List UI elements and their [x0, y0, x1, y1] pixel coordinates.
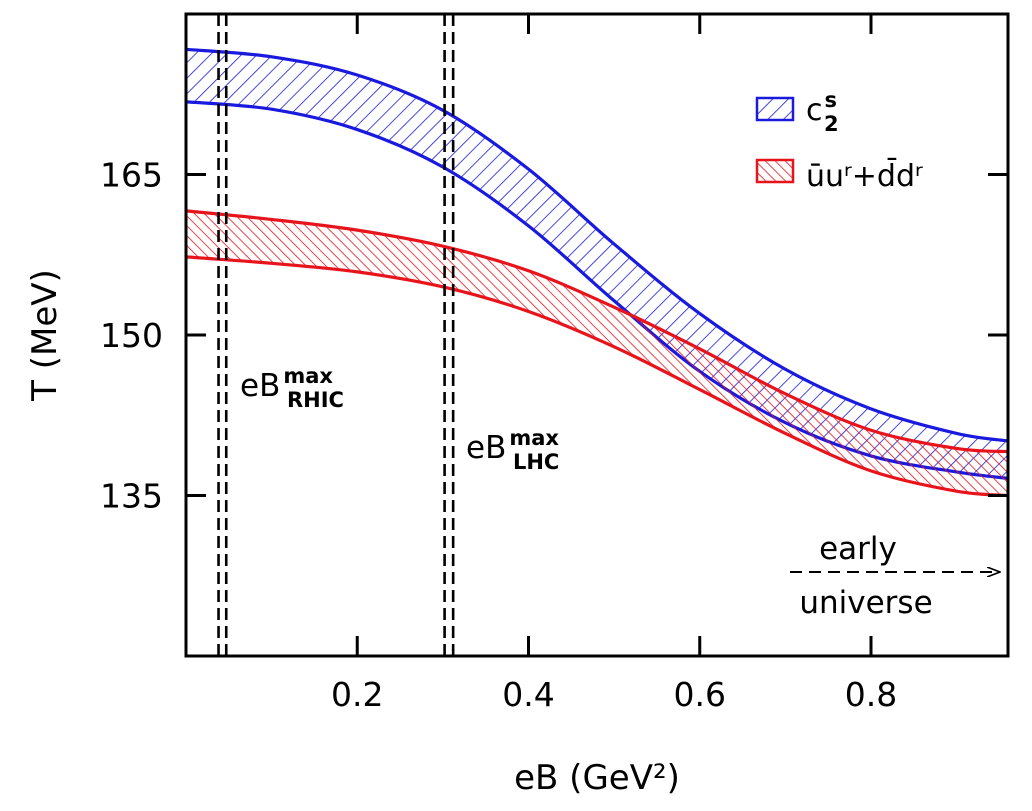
annotation-line1: early	[819, 531, 897, 567]
band-ubar_u_r_plus_dbar_d_r	[186, 210, 1008, 496]
legend-swatch-c2s	[755, 96, 795, 122]
band-upper-ubar_u_r_plus_dbar_d_r	[186, 209, 1008, 454]
y-axis-title: T (MeV)	[25, 269, 65, 402]
y-tick-label: 135	[100, 477, 163, 516]
x-tick-label: 0.4	[502, 675, 554, 714]
legend-swatch-uu-dd	[755, 158, 795, 184]
band-upper-c2s	[186, 47, 1008, 443]
y-tick-label: 150	[100, 316, 163, 355]
ticks-layer: 0.2 0.4 0.6 0.8 135 150 165	[100, 14, 1008, 714]
x-axis-title: eB (GeV²)	[514, 758, 680, 798]
annotation-line2: universe	[799, 585, 932, 621]
legend: cs 2 ūuʳ+d̄dʳ	[755, 88, 923, 194]
band-c2s	[186, 49, 1008, 479]
x-tick-label: 0.6	[674, 675, 726, 714]
legend-label-c2s: cs 2	[806, 88, 839, 136]
y-tick-label: 165	[100, 156, 163, 195]
early-universe-annotation: early universe	[790, 531, 1000, 621]
x-tick-label: 0.2	[331, 675, 383, 714]
rhic-label: eB max RHIC	[240, 364, 344, 412]
legend-label-uu-dd: ūuʳ+d̄dʳ	[806, 158, 923, 194]
band-lower-ubar_u_r_plus_dbar_d_r	[186, 255, 1008, 498]
bands-layer	[186, 47, 1008, 498]
lhc-label: eB max LHC	[466, 426, 559, 474]
x-tick-label: 0.8	[845, 675, 897, 714]
